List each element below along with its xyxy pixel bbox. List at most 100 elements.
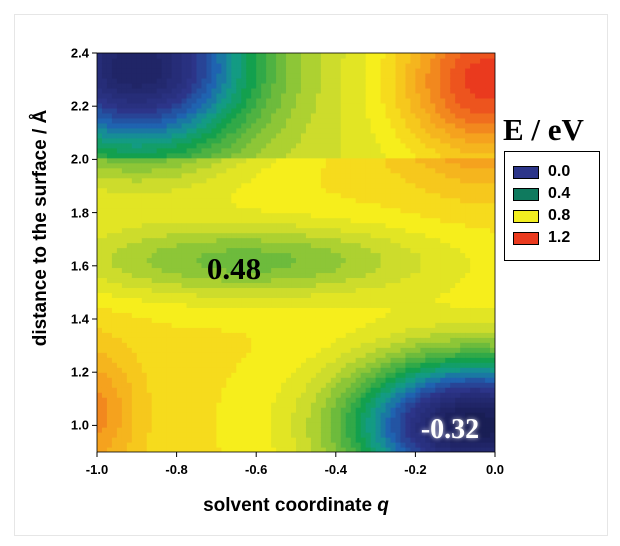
heatmap-cell bbox=[156, 107, 163, 114]
heatmap-cell bbox=[246, 67, 252, 74]
heatmap-cell bbox=[271, 262, 277, 269]
heatmap-cell bbox=[380, 242, 387, 249]
heatmap-cell bbox=[320, 137, 327, 144]
heatmap-cell bbox=[266, 312, 272, 318]
heatmap-cell bbox=[330, 87, 337, 94]
heatmap-cell bbox=[216, 252, 222, 259]
heatmap-cell bbox=[400, 232, 407, 239]
heatmap-cell bbox=[161, 437, 168, 443]
heatmap-cell bbox=[161, 352, 168, 358]
heatmap-cell bbox=[121, 162, 128, 169]
heatmap-cell bbox=[181, 117, 188, 124]
heatmap-cell bbox=[300, 277, 307, 284]
heatmap-cell bbox=[136, 332, 143, 338]
heatmap-cell bbox=[256, 152, 262, 159]
heatmap-cell bbox=[330, 72, 337, 79]
heatmap-cell bbox=[276, 432, 282, 438]
heatmap-cell bbox=[300, 397, 307, 403]
heatmap-cell bbox=[136, 182, 143, 189]
heatmap-cell bbox=[181, 272, 188, 279]
heatmap-cell bbox=[340, 53, 347, 59]
heatmap-cell bbox=[136, 127, 143, 134]
heatmap-cell bbox=[131, 432, 138, 438]
heatmap-cell bbox=[211, 197, 217, 204]
heatmap-cell bbox=[276, 242, 282, 249]
heatmap-cell bbox=[201, 312, 208, 318]
heatmap-cell bbox=[281, 397, 287, 403]
heatmap-cell bbox=[385, 352, 392, 358]
heatmap-cell bbox=[335, 117, 342, 124]
heatmap-cell bbox=[281, 172, 287, 179]
heatmap-cell bbox=[375, 287, 382, 293]
heatmap-cell bbox=[305, 352, 312, 358]
heatmap-cell bbox=[111, 127, 118, 134]
heatmap-cell bbox=[330, 327, 337, 333]
heatmap-cell bbox=[201, 402, 208, 408]
heatmap-cell bbox=[286, 382, 292, 388]
heatmap-cell bbox=[261, 217, 267, 224]
heatmap-cell bbox=[156, 237, 163, 244]
heatmap-cell bbox=[305, 297, 312, 303]
heatmap-cell bbox=[395, 142, 402, 149]
heatmap-cell bbox=[211, 432, 217, 438]
heatmap-cell bbox=[390, 102, 397, 109]
heatmap-cell bbox=[171, 277, 178, 284]
heatmap-cell bbox=[216, 307, 222, 313]
heatmap-cell bbox=[196, 262, 203, 269]
heatmap-cell bbox=[296, 412, 302, 418]
heatmap-cell bbox=[176, 297, 183, 303]
heatmap-cell bbox=[375, 307, 382, 313]
heatmap-cell bbox=[380, 342, 387, 348]
heatmap-cell bbox=[335, 422, 342, 428]
heatmap-cell bbox=[330, 317, 337, 323]
heatmap-cell bbox=[201, 82, 208, 89]
heatmap-cell bbox=[340, 182, 347, 189]
heatmap-cell bbox=[171, 347, 178, 353]
heatmap-cell bbox=[385, 197, 392, 204]
heatmap-cell bbox=[231, 337, 237, 343]
heatmap-cell bbox=[256, 107, 262, 114]
heatmap-cell bbox=[360, 247, 367, 254]
heatmap-cell bbox=[236, 172, 242, 179]
heatmap-cell bbox=[380, 222, 387, 229]
heatmap-cell bbox=[256, 412, 262, 418]
heatmap-cell bbox=[330, 237, 337, 244]
heatmap-cell bbox=[340, 432, 347, 438]
heatmap-cell bbox=[350, 332, 357, 338]
heatmap-cell bbox=[261, 157, 267, 164]
heatmap-cell bbox=[141, 192, 148, 199]
heatmap-cell bbox=[146, 427, 153, 433]
heatmap-cell bbox=[106, 67, 113, 74]
heatmap-cell bbox=[211, 372, 217, 378]
heatmap-cell bbox=[241, 82, 247, 89]
heatmap-cell bbox=[226, 167, 232, 174]
heatmap-cell bbox=[206, 212, 213, 219]
heatmap-cell bbox=[400, 427, 407, 433]
heatmap-cell bbox=[345, 97, 352, 104]
heatmap-cell bbox=[141, 322, 148, 328]
heatmap-cell bbox=[136, 53, 143, 59]
heatmap-cell bbox=[330, 252, 337, 259]
heatmap-cell bbox=[186, 437, 193, 443]
heatmap-cell bbox=[111, 72, 118, 79]
heatmap-cell bbox=[116, 447, 123, 452]
heatmap-cell bbox=[97, 427, 103, 433]
heatmap-cell bbox=[300, 292, 307, 298]
heatmap-cell bbox=[291, 207, 297, 214]
heatmap-cell bbox=[151, 402, 158, 408]
heatmap-cell bbox=[246, 337, 252, 343]
heatmap-cell bbox=[246, 367, 252, 373]
heatmap-cell bbox=[305, 387, 312, 393]
heatmap-cell bbox=[246, 237, 252, 244]
heatmap-cell bbox=[400, 247, 407, 254]
heatmap-cell bbox=[186, 222, 193, 229]
heatmap-cell bbox=[340, 362, 347, 368]
heatmap-cell bbox=[156, 307, 163, 313]
heatmap-cell bbox=[196, 422, 203, 428]
heatmap-cell bbox=[176, 162, 183, 169]
heatmap-cell bbox=[146, 377, 153, 383]
heatmap-cell bbox=[271, 317, 277, 323]
heatmap-cell bbox=[395, 132, 402, 139]
heatmap-cell bbox=[97, 292, 103, 298]
heatmap-cell bbox=[241, 217, 247, 224]
